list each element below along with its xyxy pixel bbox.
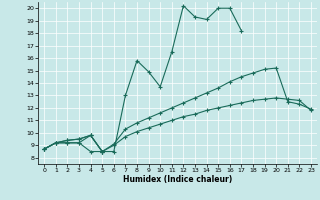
X-axis label: Humidex (Indice chaleur): Humidex (Indice chaleur) (123, 175, 232, 184)
